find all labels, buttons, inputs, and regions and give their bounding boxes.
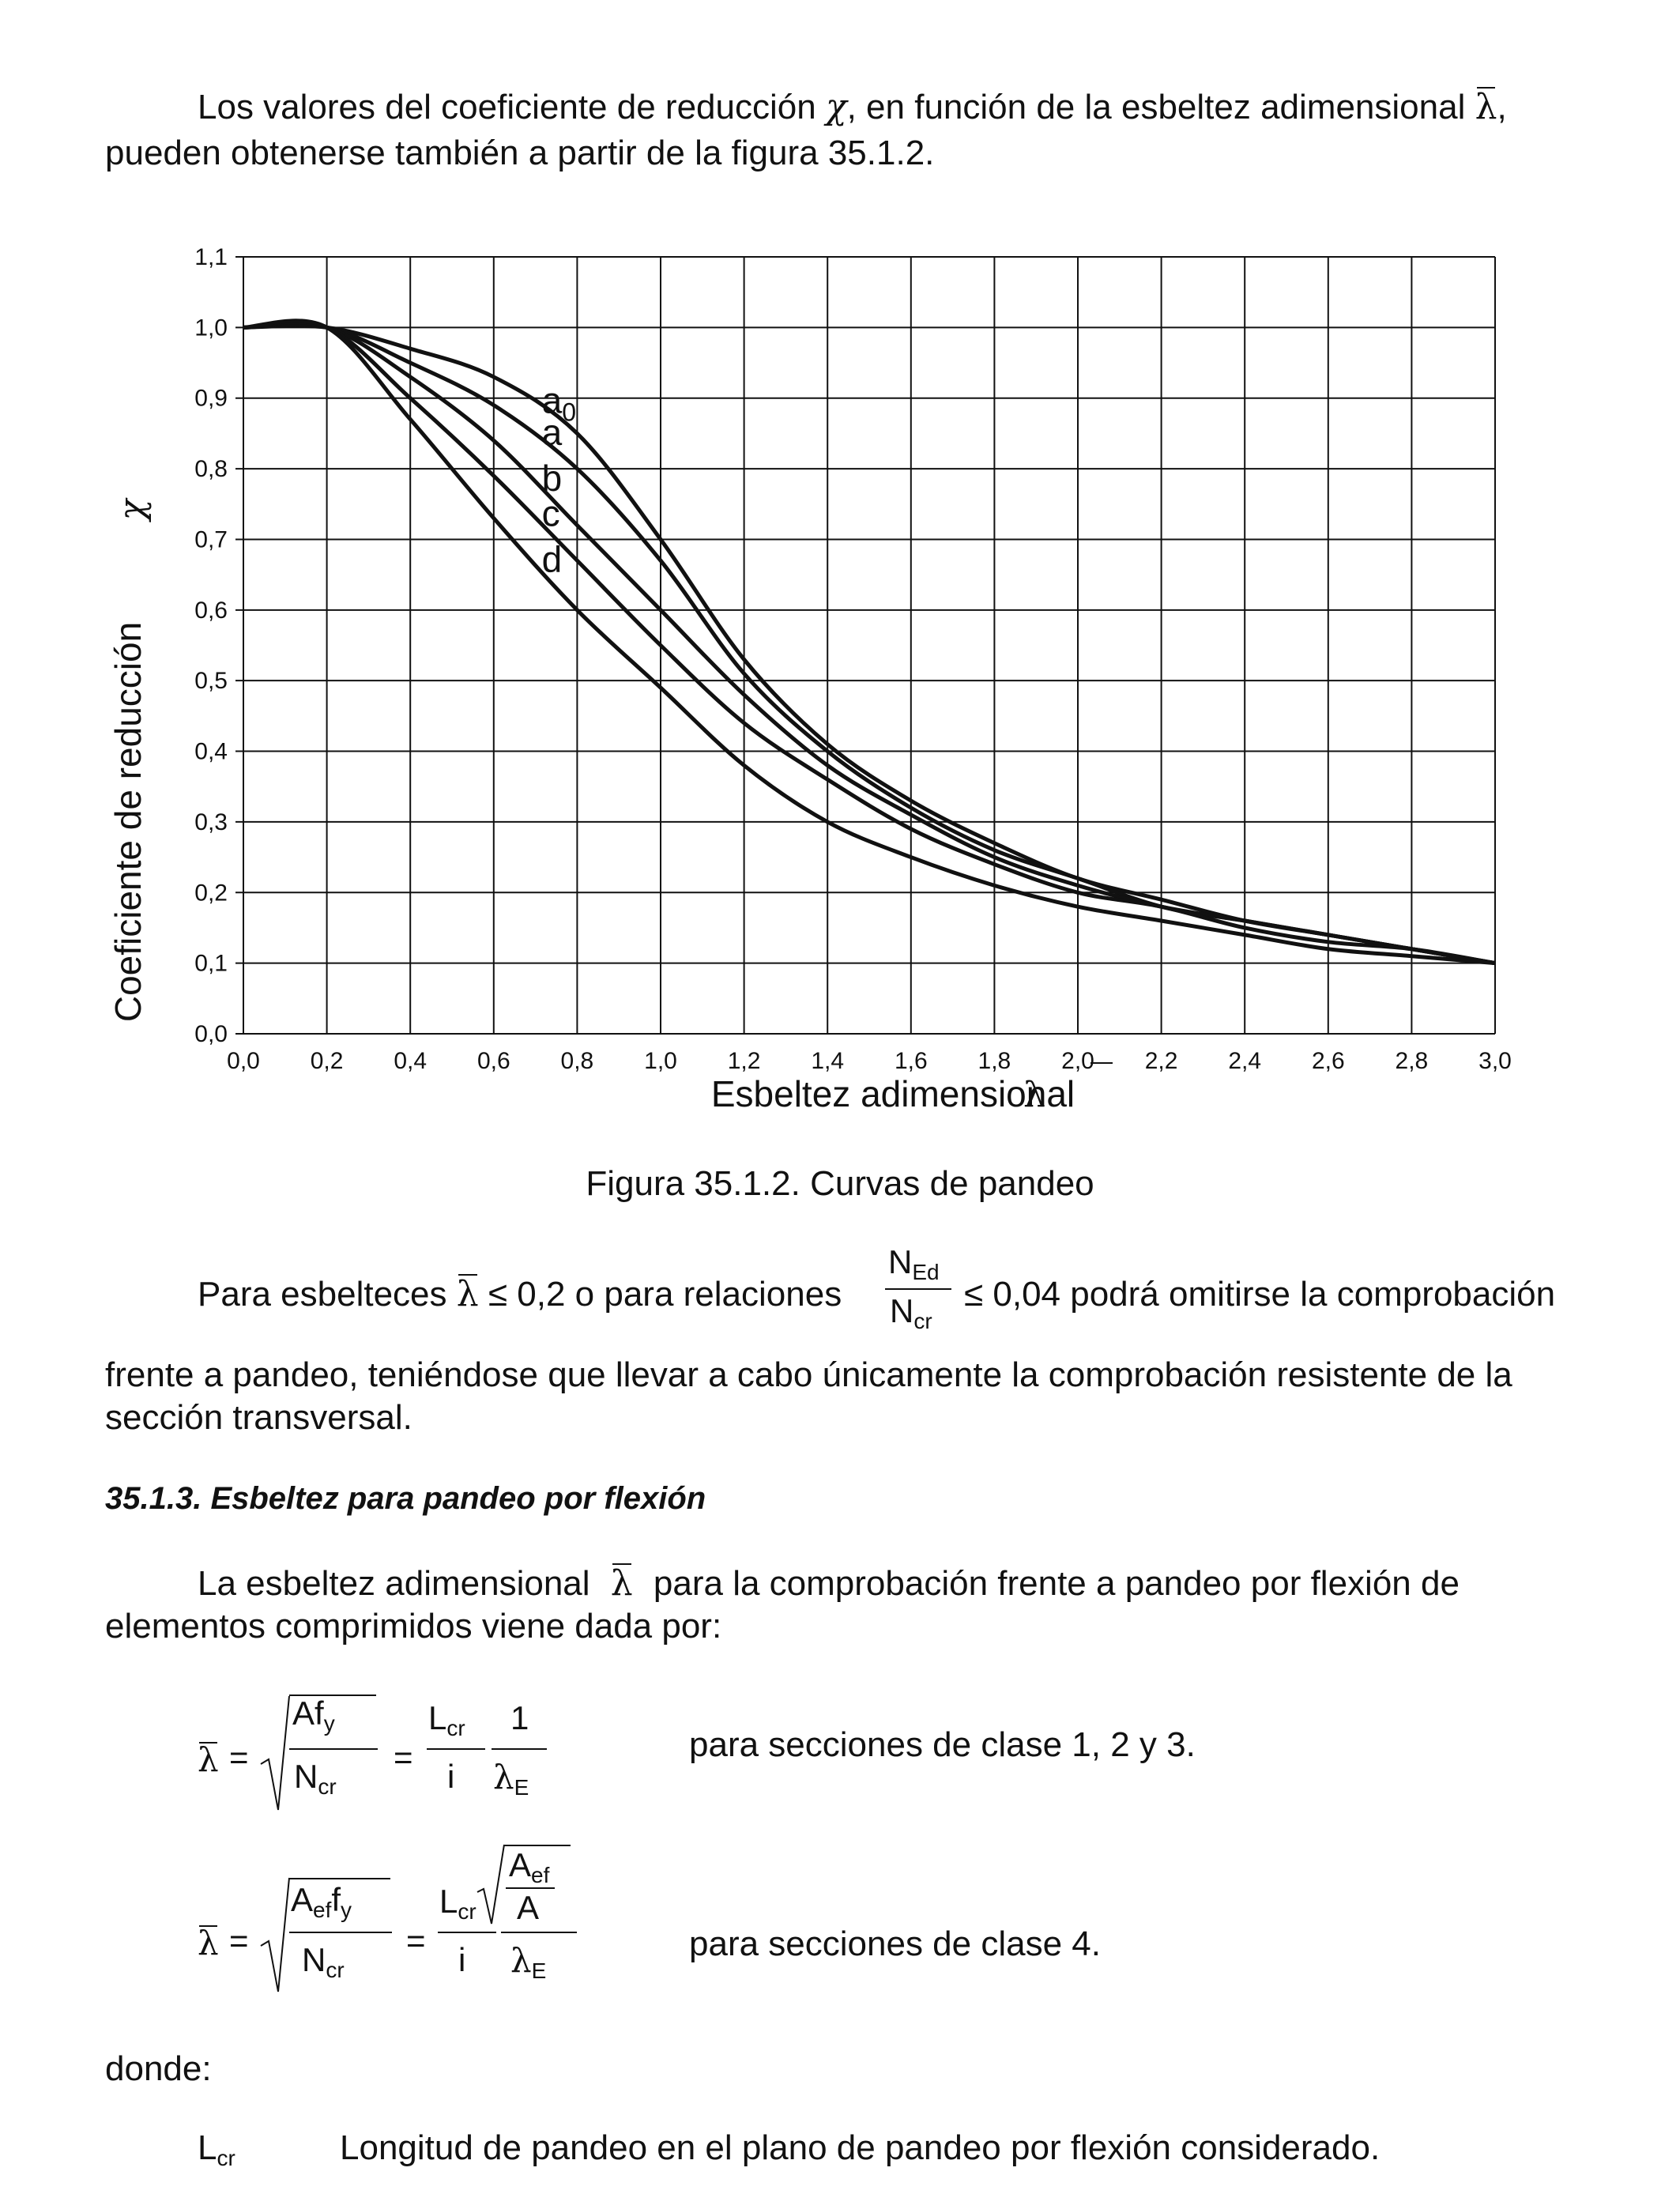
x-tick-label: 2,2 (1145, 1048, 1178, 1074)
curve-label-c: c (542, 493, 560, 534)
y-tick-label: 0,4 (194, 739, 228, 765)
formula-2-description: para secciones de clase 4. (689, 1924, 1101, 1963)
para2-line-2: frente a pandeo, teniéndose que llevar a… (105, 1355, 1512, 1394)
x-axis-label: Esbeltez adimensional (711, 1073, 1075, 1114)
para3-text: para la comprobación frente a pandeo por… (653, 1564, 1460, 1603)
curve-d (243, 319, 1496, 966)
formula-class-4: λ = Aeffy Ncr = Lcr i Aef A λE (198, 1842, 593, 2015)
figure-caption: Figura 35.1.2. Curvas de pandeo (586, 1164, 1094, 1203)
x-tick-label: 2,0 (1061, 1048, 1094, 1074)
y-tick-label: 0,9 (194, 386, 228, 412)
y-tick-label: 1,0 (194, 315, 228, 341)
chi-symbol: χ (825, 87, 847, 127)
lambda-bar-symbol: λ (611, 1562, 633, 1606)
curve-label-d: d (542, 539, 563, 580)
buckling-curves-chart: 0,0 0,1 0,2 0,3 0,4 0,5 0,6 0,7 0,8 0,9 1,0 1,1 0,0… (107, 244, 1512, 1115)
lambda-bar-symbol: λ (198, 1924, 219, 1962)
y-tick-labels: 0,0 0,1 0,2 0,3 0,4 0,5 0,6 0,7 0,8 0,9 1,0 1,1 (194, 244, 228, 1047)
x-tick-labels: 0,0 0,2 0,4 0,6 0,8 1,0 1,2 1,4 1,6 1,8 2,0 2,2 2,4 2… (227, 1048, 1512, 1074)
donde-label: donde: (105, 2049, 212, 2088)
para3-line-2: elementos comprimidos viene dada por: (105, 1607, 722, 1646)
para2-line-1b: ≤ 0,04 podrá omitirse la comprobación (964, 1275, 1556, 1314)
intro-line-2: pueden obtenerse también a partir de la … (105, 134, 935, 172)
formula-class-1-2-3: λ = Afy Ncr = Lcr i 1 λE (198, 1691, 547, 1818)
y-axis-label: Coeficiente de reducción (107, 622, 149, 1022)
curve-c (243, 320, 1496, 966)
x-tick-label: 3,0 (1478, 1048, 1512, 1074)
curve-label-a: a (542, 412, 563, 453)
para2-line-3: sección transversal. (105, 1398, 412, 1437)
para3-text: La esbeltez adimensional (198, 1564, 590, 1603)
y-axis-symbol: χ (112, 497, 153, 522)
x-tick-label: 1,8 (978, 1048, 1011, 1074)
y-tick-label: 0,7 (194, 526, 228, 552)
para3-line-1: La esbeltez adimensional λ para la compr… (198, 1562, 1580, 1606)
y-tick-label: 0,6 (194, 598, 228, 624)
para2-text: ≤ 0,2 o para relaciones (488, 1275, 842, 1314)
y-tick-label: 0,8 (194, 456, 228, 482)
y-tick-label: 0,1 (194, 951, 228, 977)
curve-label-b: b (542, 458, 563, 499)
x-tick-label: 0,2 (311, 1048, 344, 1074)
formula-1-description: para secciones de clase 1, 2 y 3. (689, 1725, 1196, 1764)
curve-b (243, 322, 1496, 966)
y-tick-label: 0,2 (194, 880, 228, 906)
lambda-bar-symbol: λ (457, 1272, 479, 1317)
curve-a0 (243, 323, 1496, 966)
fraction-denominator: N (890, 1292, 914, 1329)
y-tick-label: 0,5 (194, 668, 228, 694)
lambda-bar-symbol: λ (198, 1740, 219, 1779)
x-tick-label: 0,6 (477, 1048, 510, 1074)
x-axis-symbol: λ (1023, 1075, 1045, 1115)
definition-symbol: Lcr (198, 2128, 235, 2170)
intro-text: Los valores del coeficiente de reducción (198, 88, 816, 126)
section-heading: 35.1.3. Esbeltez para pandeo por flexión (105, 1481, 706, 1516)
x-tick-label: 2,4 (1228, 1048, 1261, 1074)
x-tick-label: 1,4 (811, 1048, 844, 1074)
curve-a (243, 322, 1496, 966)
y-tick-label: 1,1 (194, 244, 228, 270)
curve-label-a0: a0 (542, 380, 576, 427)
para2-text: Para esbelteces (198, 1275, 447, 1314)
intro-text: , en función de la esbeltez adimensional (846, 88, 1466, 126)
chart-curves (243, 319, 1496, 966)
x-tick-label: 1,0 (644, 1048, 677, 1074)
fraction-numerator: N (888, 1243, 913, 1280)
y-tick-label: 0,3 (194, 809, 228, 835)
para2-line-1a: Para esbelteces λ ≤ 0,2 o para relacione… (198, 1272, 842, 1317)
x-tick-label: 1,6 (895, 1048, 928, 1074)
x-tick-label: 1,2 (728, 1048, 761, 1074)
x-tick-label: 2,8 (1396, 1048, 1429, 1074)
y-tick-label: 0,0 (194, 1021, 228, 1047)
intro-line-1: Los valores del coeficiente de reducción… (198, 85, 1507, 130)
x-tick-label: 2,6 (1312, 1048, 1345, 1074)
x-tick-label: 0,8 (561, 1048, 594, 1074)
intro-comma: , (1497, 88, 1507, 126)
lambda-bar-symbol: λ (1475, 85, 1497, 130)
chart-grid (235, 256, 1496, 1035)
x-tick-label: 0,4 (394, 1048, 427, 1074)
x-tick-label: 0,0 (227, 1048, 260, 1074)
definition-text: Longitud de pandeo en el plano de pandeo… (340, 2128, 1381, 2167)
